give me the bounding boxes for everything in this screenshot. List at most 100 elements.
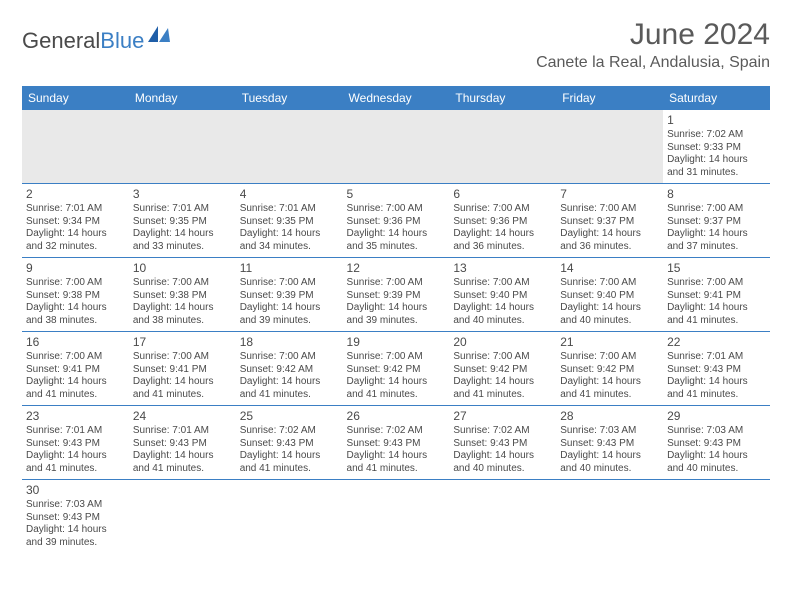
calendar-row: 23Sunrise: 7:01 AMSunset: 9:43 PMDayligh…	[22, 406, 770, 480]
calendar-cell	[129, 480, 236, 554]
sunset-text: Sunset: 9:41 PM	[26, 364, 125, 377]
daylight-text: Daylight: 14 hours	[560, 450, 659, 463]
calendar-table: Sunday Monday Tuesday Wednesday Thursday…	[22, 86, 770, 553]
dayhead-sunday: Sunday	[22, 86, 129, 110]
daylight-text: Daylight: 14 hours	[453, 302, 552, 315]
day-number: 20	[453, 335, 552, 350]
daylight-text: and 33 minutes.	[133, 241, 232, 254]
calendar-cell: 29Sunrise: 7:03 AMSunset: 9:43 PMDayligh…	[663, 406, 770, 480]
calendar-cell: 25Sunrise: 7:02 AMSunset: 9:43 PMDayligh…	[236, 406, 343, 480]
logo-flag-icon	[148, 22, 176, 48]
sunrise-text: Sunrise: 7:00 AM	[560, 351, 659, 364]
daylight-text: and 36 minutes.	[560, 241, 659, 254]
sunset-text: Sunset: 9:36 PM	[347, 216, 446, 229]
daylight-text: Daylight: 14 hours	[453, 228, 552, 241]
sunrise-text: Sunrise: 7:00 AM	[133, 277, 232, 290]
day-number: 29	[667, 409, 766, 424]
daylight-text: and 41 minutes.	[667, 389, 766, 402]
day-number: 26	[347, 409, 446, 424]
calendar-cell: 24Sunrise: 7:01 AMSunset: 9:43 PMDayligh…	[129, 406, 236, 480]
daylight-text: Daylight: 14 hours	[347, 228, 446, 241]
calendar-row: 16 Sunrise: 7:00 AM Sunset: 9:41 PM Dayligh…	[22, 332, 770, 406]
sunrise-text: Sunrise: 7:00 AM	[133, 351, 232, 364]
calendar-cell	[449, 480, 556, 554]
sunrise-text: Sunrise: 7:01 AM	[667, 351, 766, 364]
daylight-text: and 41 minutes.	[560, 389, 659, 402]
calendar-cell: 19Sunrise: 7:00 AMSunset: 9:42 PMDayligh…	[343, 332, 450, 406]
sunrise-text: Sunrise: 7:03 AM	[560, 425, 659, 438]
dayhead-tuesday: Tuesday	[236, 86, 343, 110]
day-number: 15	[667, 261, 766, 276]
day-number: 19	[347, 335, 446, 350]
calendar-cell	[663, 480, 770, 554]
sunrise-text: Sunrise: 7:01 AM	[26, 425, 125, 438]
day-number: 1	[667, 113, 766, 128]
daylight-text: Daylight: 14 hours	[453, 376, 552, 389]
sunrise-text: Sunrise: 7:00 AM	[560, 277, 659, 290]
daylight-text: Daylight: 14 hours	[347, 302, 446, 315]
calendar-cell: 22Sunrise: 7:01 AMSunset: 9:43 PMDayligh…	[663, 332, 770, 406]
daylight-text: and 40 minutes.	[453, 315, 552, 328]
sunset-text: Sunset: 9:42 PM	[453, 364, 552, 377]
daylight-text: and 41 minutes.	[667, 315, 766, 328]
daylight-text: Daylight: 14 hours	[240, 228, 339, 241]
sunset-text: Sunset: 9:35 PM	[240, 216, 339, 229]
location-text: Canete la Real, Andalusia, Spain	[536, 54, 770, 72]
calendar-cell: 11Sunrise: 7:00 AMSunset: 9:39 PMDayligh…	[236, 258, 343, 332]
daylight-text: Daylight: 14 hours	[26, 450, 125, 463]
header: GeneralBlue June 2024 Canete la Real, An…	[22, 18, 770, 72]
brand-first: General	[22, 28, 100, 54]
daylight-text: Daylight: 14 hours	[347, 450, 446, 463]
sunset-text: Sunset: 9:43 PM	[26, 512, 125, 525]
sunrise-text: Sunrise: 7:00 AM	[347, 277, 446, 290]
calendar-row: 30Sunrise: 7:03 AMSunset: 9:43 PMDayligh…	[22, 480, 770, 554]
sunrise-text: Sunrise: 7:01 AM	[133, 203, 232, 216]
daylight-text: Daylight: 14 hours	[133, 302, 232, 315]
brand-logo: GeneralBlue	[22, 28, 176, 54]
calendar-cell	[236, 480, 343, 554]
sunset-text: Sunset: 9:33 PM	[667, 142, 766, 155]
daylight-text: Daylight: 14 hours	[560, 376, 659, 389]
sunrise-text: Sunrise: 7:02 AM	[240, 425, 339, 438]
day-number: 9	[26, 261, 125, 276]
sunrise-text: Sunrise: 7:03 AM	[667, 425, 766, 438]
daylight-text: Daylight: 14 hours	[240, 376, 339, 389]
daylight-text: and 41 minutes.	[453, 389, 552, 402]
sunset-text: Sunset: 9:40 PM	[453, 290, 552, 303]
calendar-cell: 17Sunrise: 7:00 AMSunset: 9:41 PMDayligh…	[129, 332, 236, 406]
day-number: 16	[26, 335, 125, 350]
calendar-body: 1Sunrise: 7:02 AMSunset: 9:33 PMDaylight…	[22, 110, 770, 553]
sunset-text: Sunset: 9:42 AM	[240, 364, 339, 377]
calendar-cell: 13Sunrise: 7:00 AMSunset: 9:40 PMDayligh…	[449, 258, 556, 332]
sunset-text: Sunset: 9:37 PM	[560, 216, 659, 229]
sunrise-text: Sunrise: 7:00 AM	[26, 277, 125, 290]
sunrise-text: Sunrise: 7:00 AM	[240, 277, 339, 290]
sunrise-text: Sunrise: 7:01 AM	[26, 203, 125, 216]
sunset-text: Sunset: 9:43 PM	[133, 438, 232, 451]
sunrise-text: Sunrise: 7:02 AM	[667, 129, 766, 142]
calendar-row: 2Sunrise: 7:01 AMSunset: 9:34 PMDaylight…	[22, 184, 770, 258]
sunrise-text: Sunrise: 7:00 AM	[453, 203, 552, 216]
title-block: June 2024 Canete la Real, Andalusia, Spa…	[536, 18, 770, 72]
sunrise-text: Sunrise: 7:00 AM	[347, 351, 446, 364]
daylight-text: Daylight: 14 hours	[667, 228, 766, 241]
day-number: 22	[667, 335, 766, 350]
calendar-cell: 23Sunrise: 7:01 AMSunset: 9:43 PMDayligh…	[22, 406, 129, 480]
day-number: 2	[26, 187, 125, 202]
daylight-text: and 39 minutes.	[347, 315, 446, 328]
calendar-cell: 27Sunrise: 7:02 AMSunset: 9:43 PMDayligh…	[449, 406, 556, 480]
daylight-text: Daylight: 14 hours	[347, 376, 446, 389]
sunrise-text: Sunrise: 7:00 AM	[453, 351, 552, 364]
calendar-cell: 2Sunrise: 7:01 AMSunset: 9:34 PMDaylight…	[22, 184, 129, 258]
day-number: 4	[240, 187, 339, 202]
day-number: 24	[133, 409, 232, 424]
month-title: June 2024	[536, 18, 770, 52]
calendar-row: 1Sunrise: 7:02 AMSunset: 9:33 PMDaylight…	[22, 110, 770, 184]
day-number: 5	[347, 187, 446, 202]
calendar-cell	[129, 110, 236, 184]
sunset-text: Sunset: 9:37 PM	[667, 216, 766, 229]
calendar-cell: 6Sunrise: 7:00 AMSunset: 9:36 PMDaylight…	[449, 184, 556, 258]
sunset-text: Sunset: 9:34 PM	[26, 216, 125, 229]
calendar-cell: 5Sunrise: 7:00 AMSunset: 9:36 PMDaylight…	[343, 184, 450, 258]
daylight-text: and 41 minutes.	[26, 389, 125, 402]
